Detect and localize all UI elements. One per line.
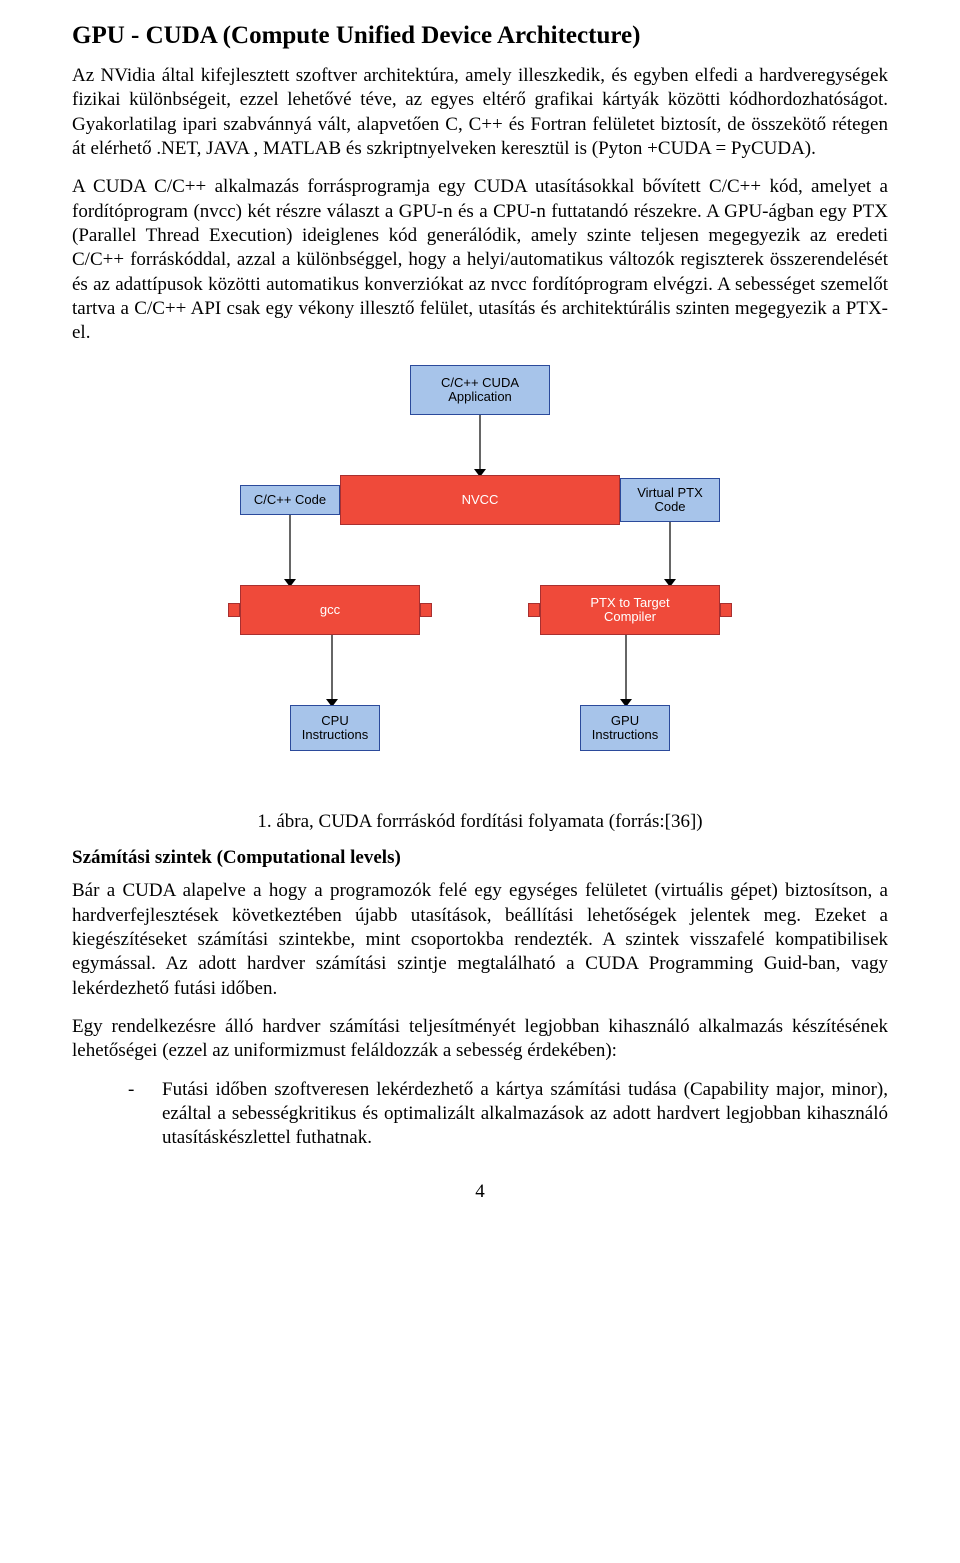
diagram-box-c-code: C/C++ Code bbox=[240, 485, 340, 515]
paragraph-1: Az NVidia által kifejlesztett szoftver a… bbox=[72, 64, 888, 161]
bullet-item: Futási időben szoftveresen lekérdezhető … bbox=[72, 1078, 888, 1151]
diagram-notch bbox=[528, 603, 540, 617]
diagram-notch bbox=[420, 603, 432, 617]
diagram-box-gcc: gcc bbox=[240, 585, 420, 635]
diagram-box-cpu-inst: CPUInstructions bbox=[290, 705, 380, 751]
diagram-notch bbox=[720, 603, 732, 617]
diagram-box-label: GPUInstructions bbox=[592, 714, 658, 744]
subheading: Számítási szintek (Computational levels) bbox=[72, 847, 888, 869]
cuda-compile-diagram: C/C++ CUDAApplication NVCC C/C++ Code Vi… bbox=[210, 365, 750, 795]
page-number: 4 bbox=[72, 1181, 888, 1203]
diagram-box-cuda-app: C/C++ CUDAApplication bbox=[410, 365, 550, 415]
diagram-box-label: gcc bbox=[320, 603, 340, 618]
diagram-box-ptx-code: Virtual PTXCode bbox=[620, 478, 720, 522]
diagram-box-label: C/C++ CUDAApplication bbox=[441, 376, 519, 406]
diagram-box-label: C/C++ Code bbox=[254, 493, 326, 508]
diagram-box-label: PTX to TargetCompiler bbox=[590, 596, 669, 626]
paragraph-4: Egy rendelkezésre álló hardver számítási… bbox=[72, 1015, 888, 1064]
diagram-box-gpu-inst: GPUInstructions bbox=[580, 705, 670, 751]
diagram-box-label: NVCC bbox=[462, 493, 499, 508]
diagram-box-label: CPUInstructions bbox=[302, 714, 368, 744]
paragraph-3: Bár a CUDA alapelve a hogy a programozók… bbox=[72, 879, 888, 1001]
figure-caption: 1. ábra, CUDA forrráskód fordítási folya… bbox=[72, 811, 888, 833]
diagram-notch bbox=[228, 603, 240, 617]
paragraph-2: A CUDA C/C++ alkalmazás forrásprogramja … bbox=[72, 175, 888, 345]
diagram-box-label: Virtual PTXCode bbox=[637, 486, 703, 516]
page: GPU - CUDA (Compute Unified Device Archi… bbox=[0, 0, 960, 1233]
diagram-box-ptx-comp: PTX to TargetCompiler bbox=[540, 585, 720, 635]
diagram-box-nvcc: NVCC bbox=[340, 475, 620, 525]
page-title: GPU - CUDA (Compute Unified Device Archi… bbox=[72, 22, 888, 50]
